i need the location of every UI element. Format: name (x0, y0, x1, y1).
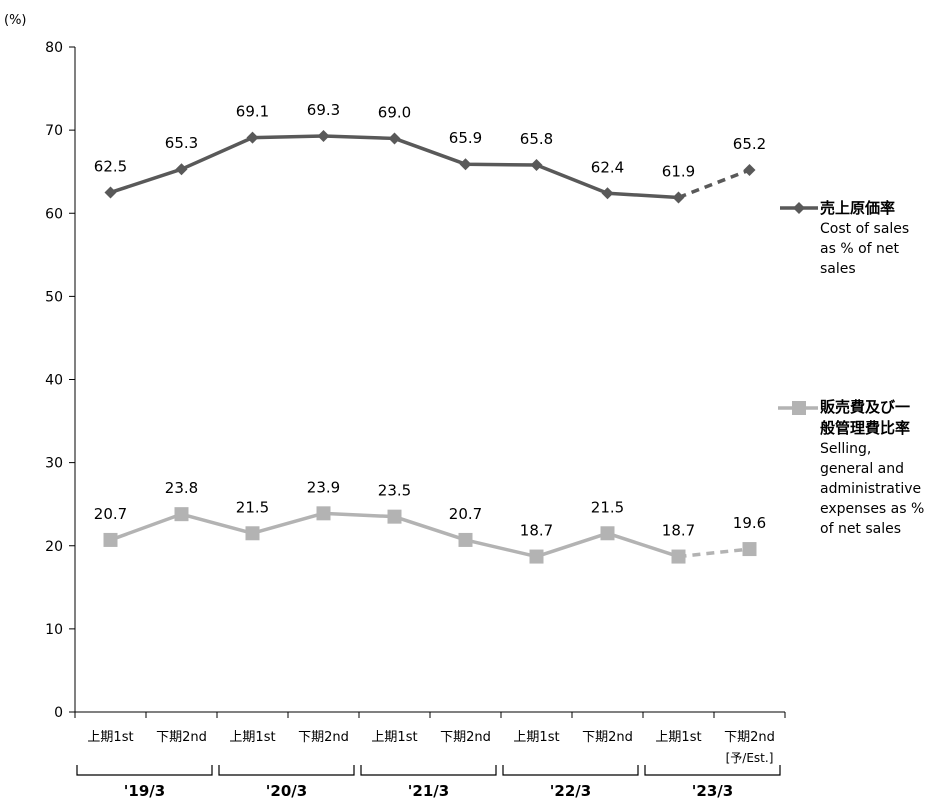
y-tick-label: 0 (54, 705, 63, 721)
data-label: 65.2 (733, 135, 766, 153)
data-point (245, 526, 260, 541)
y-tick-label: 50 (45, 289, 63, 305)
data-point (317, 129, 330, 142)
data-label: 61.9 (662, 162, 695, 180)
x-tick-label: 下期2nd (582, 730, 633, 745)
data-label: 18.7 (662, 522, 695, 540)
data-point (316, 506, 331, 521)
x-tick-label: 上期1st (229, 730, 275, 745)
legend-cost-sub-2: as % of net (820, 241, 899, 257)
data-label: 69.3 (307, 101, 340, 119)
data-label: 20.7 (449, 505, 482, 523)
x-tick-label: 下期2nd (724, 730, 775, 745)
x-tick-label: 下期2nd (156, 730, 207, 745)
data-point (387, 509, 402, 524)
estimate-note: [予/Est.] (726, 751, 774, 765)
legend-sga-sub-5: of net sales (820, 521, 902, 537)
y-tick-label: 30 (45, 456, 63, 472)
legend-sga-sub-1: Selling, (820, 441, 872, 457)
x-tick-label: 上期1st (87, 730, 133, 745)
data-label: 69.1 (236, 103, 269, 121)
data-point (601, 187, 614, 200)
data-label: 23.5 (378, 482, 411, 500)
data-point (246, 131, 259, 144)
y-tick-label: 80 (45, 40, 63, 56)
y-tick-label: 40 (45, 373, 63, 389)
group-bracket (502, 765, 639, 776)
group-bracket (360, 765, 497, 776)
data-point (742, 542, 757, 557)
legend-cost-title: 売上原価率 (820, 199, 896, 217)
legend-sga-sub-3: administrative (820, 481, 922, 497)
group-label: '20/3 (266, 782, 307, 800)
data-label: 21.5 (236, 498, 269, 516)
data-point (388, 132, 401, 145)
data-label: 62.4 (591, 158, 624, 176)
x-axis-groups: '19/3 '20/3 '21/3 '22/3 '23/3 (76, 765, 781, 800)
y-tick-label: 70 (45, 123, 63, 139)
x-tick-label: 上期1st (513, 730, 559, 745)
data-label: 62.5 (94, 157, 127, 175)
series-line-estimate-0 (677, 168, 751, 200)
data-point (672, 191, 685, 204)
group-bracket (218, 765, 355, 776)
legend-swatch-marker (793, 202, 805, 214)
legend-cost-sub-3: sales (820, 261, 856, 277)
group-label: '19/3 (124, 782, 165, 800)
group-bracket (644, 765, 781, 776)
legend-swatch-cost (780, 202, 818, 214)
data-label: 65.8 (520, 130, 553, 148)
data-label: 20.7 (94, 505, 127, 523)
legend-sga: 販売費及び一般管理費比率 Selling, general and admini… (820, 397, 932, 539)
legend-cost-of-sales: 売上原価率 Cost of sales as % of net sales (820, 198, 930, 279)
data-point (743, 164, 756, 177)
y-axis-unit: (%) (4, 13, 27, 28)
group-label: '21/3 (408, 782, 449, 800)
x-tick-label: 上期1st (371, 730, 417, 745)
data-label: 23.8 (165, 479, 198, 497)
data-point (529, 549, 544, 564)
legend-sga-title: 販売費及び一般管理費比率 (820, 398, 911, 437)
legend-swatch-sga (778, 401, 818, 415)
y-axis-ticks: 0 10 20 30 40 50 60 70 80 (45, 40, 75, 721)
data-label: 18.7 (520, 522, 553, 540)
x-tick-label: 下期2nd (298, 730, 349, 745)
x-axis-ticks: 上期1st 下期2nd 上期1st 下期2nd 上期1st 下期2nd 上期1st 下期2nd… (74, 712, 786, 765)
x-tick-label: 上期1st (655, 730, 701, 745)
group-label: '22/3 (550, 782, 591, 800)
legend-sga-sub-2: general and (820, 461, 904, 477)
y-tick-label: 20 (45, 539, 63, 555)
legend-cost-sub-1: Cost of sales (820, 221, 910, 237)
group-label: '23/3 (692, 782, 733, 800)
data-point (600, 526, 615, 541)
data-point (530, 159, 543, 172)
data-label: 69.0 (378, 103, 411, 121)
data-point (104, 186, 117, 199)
data-label: 19.6 (733, 514, 766, 532)
data-label: 65.3 (165, 134, 198, 152)
legend-swatch-marker (792, 401, 806, 415)
data-label: 21.5 (591, 498, 624, 516)
data-label: 23.9 (307, 478, 340, 496)
y-tick-label: 10 (45, 622, 63, 638)
series-layer: 62.5 65.3 69.1 69.3 69.0 65.9 65.8 62.4 61.9 65.2… (94, 101, 818, 564)
data-point (671, 549, 686, 564)
data-point (458, 532, 473, 547)
series-line-estimate-1 (678, 547, 750, 559)
x-tick-label: 下期2nd (440, 730, 491, 745)
data-point (175, 163, 188, 176)
group-bracket (76, 765, 213, 776)
data-point (174, 507, 189, 522)
y-tick-label: 60 (45, 206, 63, 222)
data-point (103, 532, 118, 547)
data-label: 65.9 (449, 129, 482, 147)
data-point (459, 158, 472, 171)
legend-sga-sub-4: expenses as % (820, 501, 925, 517)
